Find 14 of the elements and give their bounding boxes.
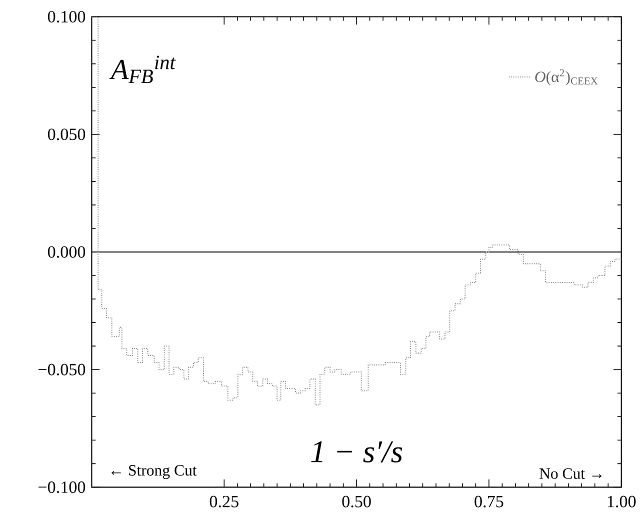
x-tick-label: 0.50 [342, 496, 371, 508]
y-tick-label: −0.100 [38, 481, 86, 494]
x-tick-label: 1.00 [608, 496, 636, 508]
annotation: No Cut → [539, 468, 602, 479]
x-axis-title: 1 − s′/s [311, 441, 402, 463]
y-tick-label: 0.100 [48, 11, 86, 23]
y-tick-label: −0.050 [38, 364, 86, 376]
annotation: ← Strong Cut [112, 465, 197, 479]
legend-label: O(α$^{2}$)$_{CEEX}$ [535, 69, 598, 86]
y-tick-label: 0.000 [48, 246, 86, 258]
y-axis-title: A$_{FB}$int [109, 56, 176, 84]
x-tick-label: 0.75 [474, 496, 504, 508]
x-tick-label: 0.25 [210, 496, 238, 508]
y-tick-label: 0.050 [48, 128, 86, 140]
